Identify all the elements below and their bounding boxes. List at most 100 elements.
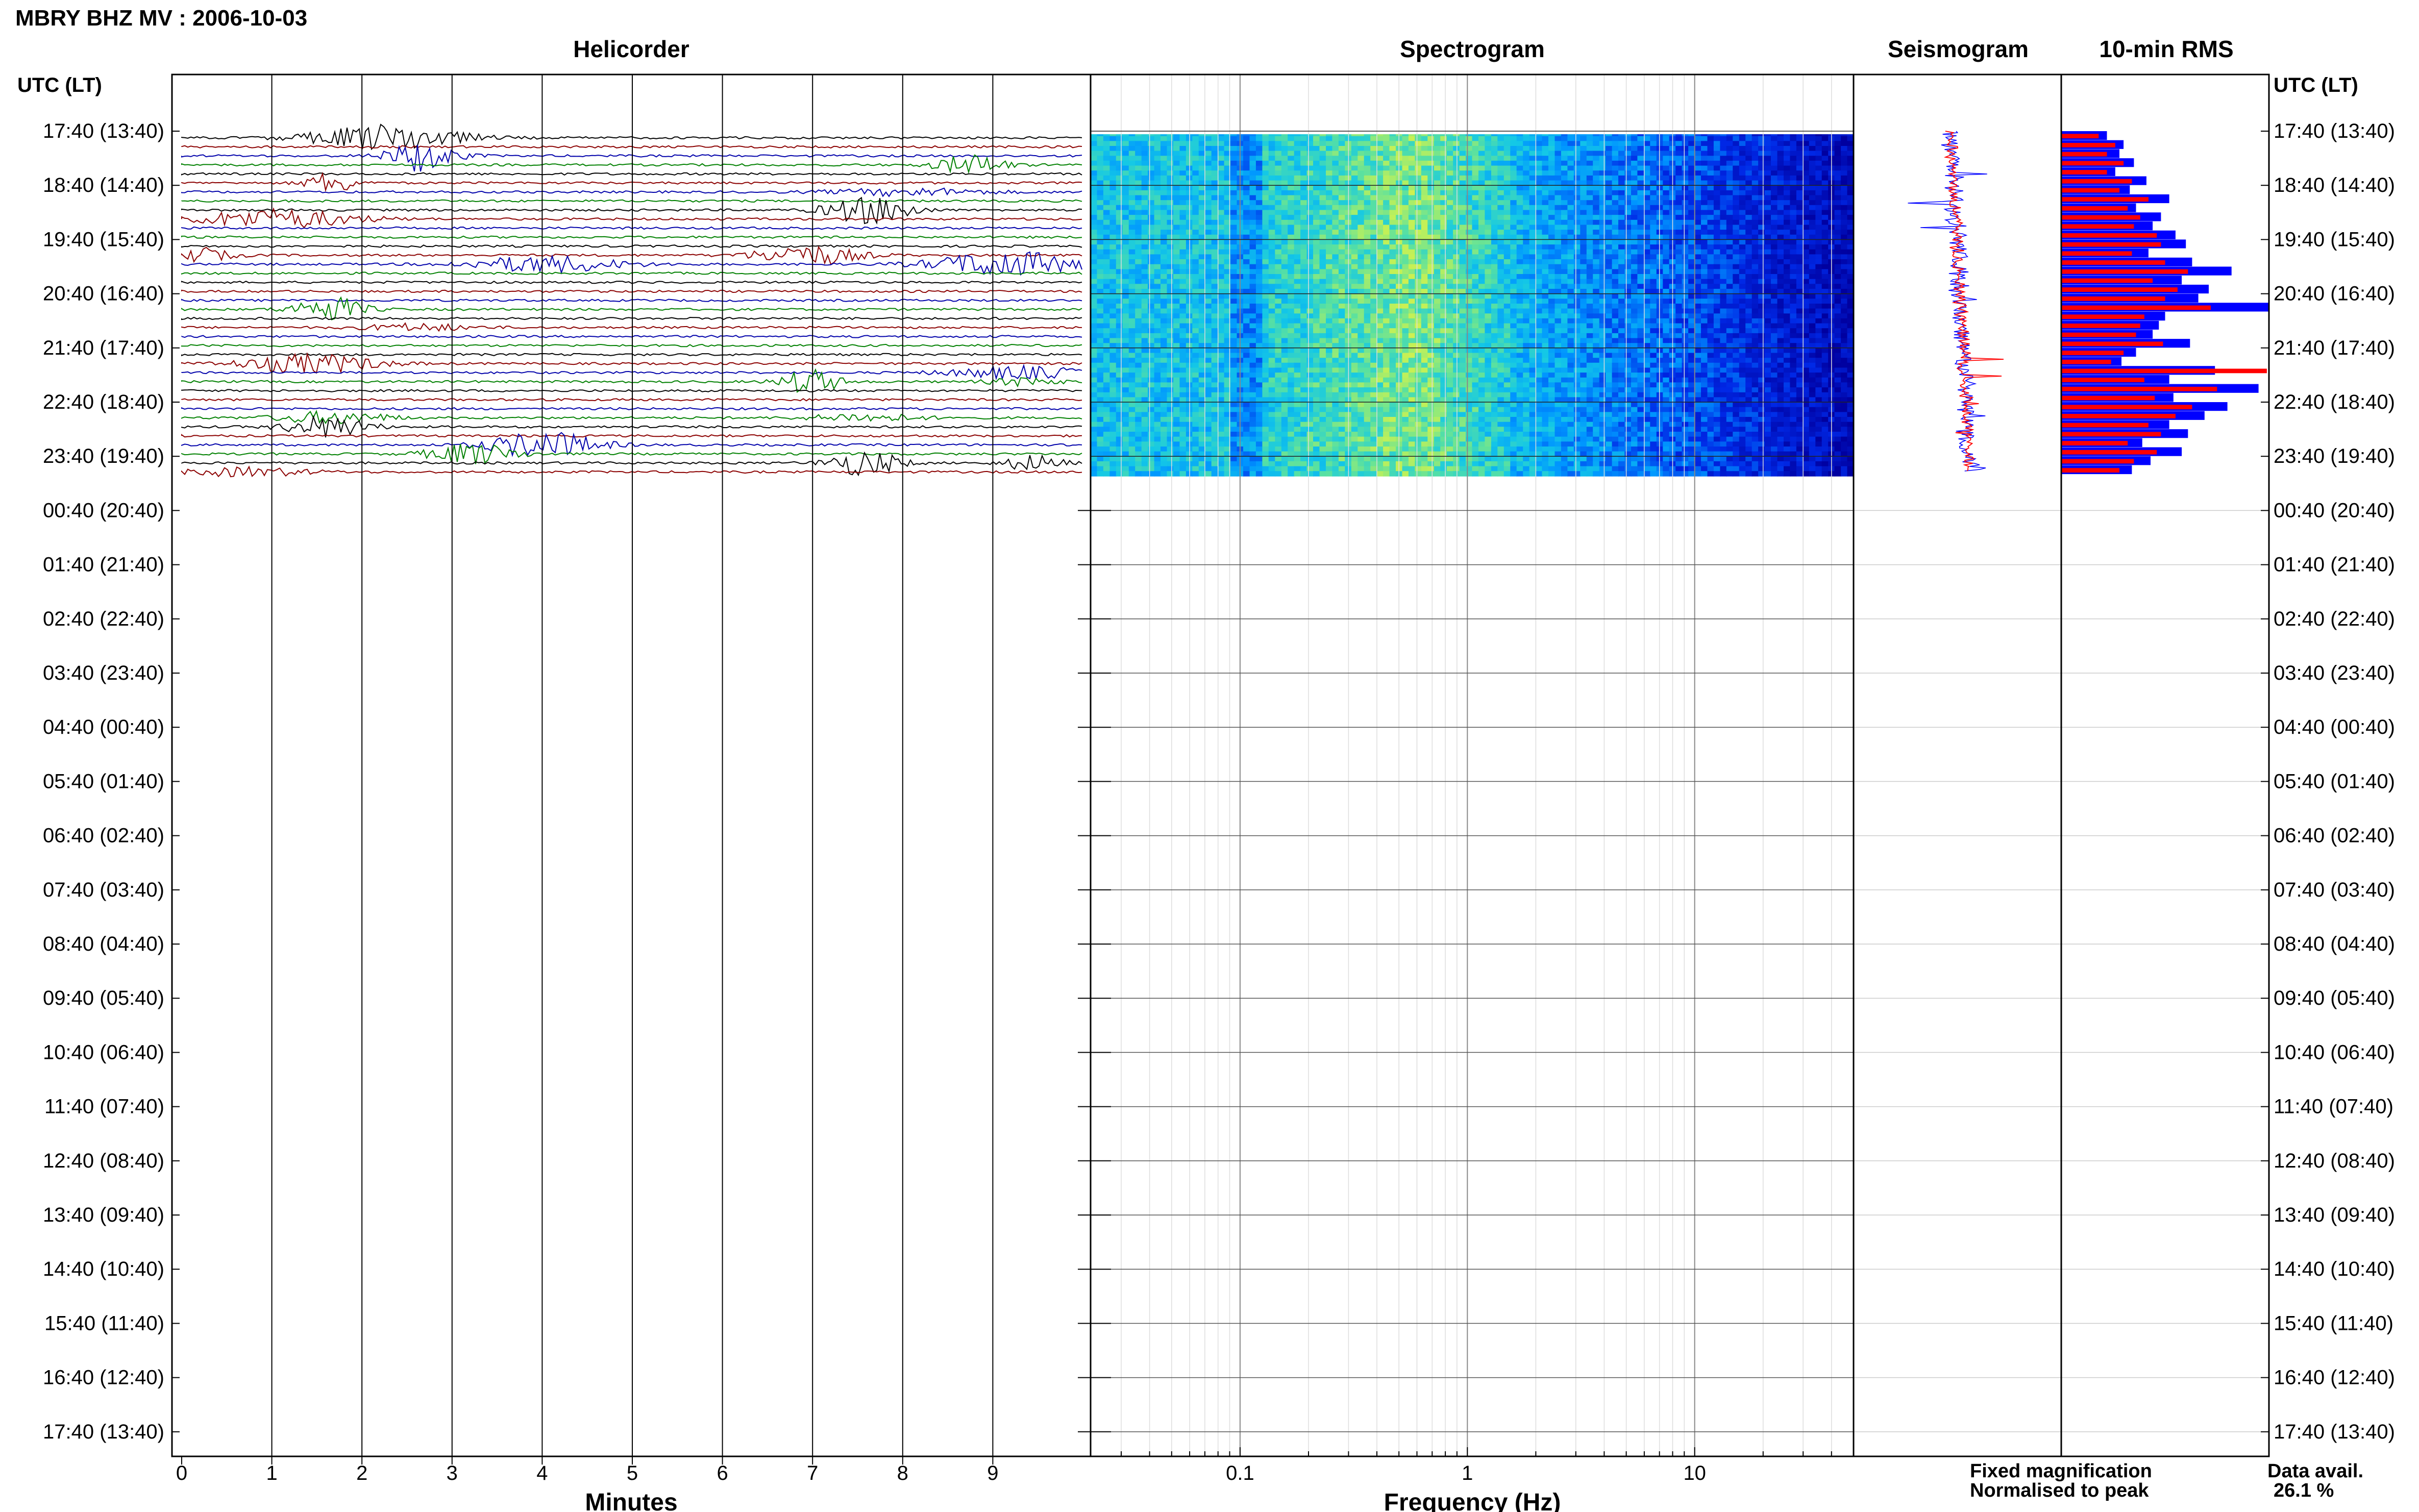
time-label-left: 04:40 (00:40) <box>43 716 164 738</box>
time-label-right: 13:40 (09:40) <box>2274 1204 2395 1226</box>
rms-bar-normalised <box>2061 134 2099 139</box>
minute-tick-label: 4 <box>536 1462 548 1484</box>
frequency-axis-label: Frequency (Hz) <box>1384 1489 1561 1512</box>
time-label-left: 11:40 (07:40) <box>44 1096 164 1118</box>
legend-fixed-magnification: Fixed magnification <box>1970 1460 2152 1482</box>
time-label-left: 08:40 (04:40) <box>43 933 164 955</box>
minutes-axis-label: Minutes <box>585 1489 677 1512</box>
frequency-tick-label: 10 <box>1683 1462 1706 1484</box>
rms-bar-normalised <box>2061 233 2157 238</box>
rms-bar-normalised <box>2061 143 2115 147</box>
rms-bar-normalised <box>2061 251 2132 256</box>
seismogram-traces <box>1908 131 2004 472</box>
rms-bar-normalised <box>2061 324 2140 328</box>
time-label-right: 09:40 (05:40) <box>2274 987 2395 1009</box>
time-label-right: 05:40 (01:40) <box>2274 770 2395 792</box>
minute-tick-label: 8 <box>897 1462 908 1484</box>
rms-bar-normalised <box>2061 459 2134 464</box>
figure-title: MBRY BHZ MV : 2006-10-03 <box>15 6 307 31</box>
time-label-right: 02:40 (22:40) <box>2274 608 2395 630</box>
time-label-right: 12:40 (08:40) <box>2274 1150 2395 1172</box>
minute-tick-label: 5 <box>627 1462 638 1484</box>
time-label-right: 03:40 (23:40) <box>2274 662 2395 684</box>
rms-bar-normalised <box>2061 468 2119 473</box>
legend-normalised-to-peak: Normalised to peak <box>1970 1480 2149 1501</box>
frequency-ticks: 0.1 1 10 <box>1226 1462 1706 1484</box>
rms-bar-normalised <box>2061 278 2153 283</box>
time-label-left: 09:40 (05:40) <box>43 987 164 1009</box>
rms-bar-normalised <box>2061 188 2119 193</box>
rms-bar-normalised <box>2061 332 2136 337</box>
minute-tick-label: 9 <box>987 1462 998 1484</box>
time-label-left: 01:40 (21:40) <box>43 554 164 576</box>
time-label-right: 14:40 (10:40) <box>2274 1258 2395 1280</box>
time-label-right: 23:40 (19:40) <box>2274 445 2395 467</box>
spectrogram-title: Spectrogram <box>1400 36 1545 62</box>
minute-tick-label: 7 <box>807 1462 818 1484</box>
rms-bar-normalised <box>2061 432 2161 437</box>
time-label-left: 15:40 (11:40) <box>44 1312 164 1334</box>
rms-bar-normalised <box>2061 179 2132 184</box>
rms-bar-normalised <box>2061 161 2124 166</box>
time-label-right: 17:40 (13:40) <box>2274 120 2395 142</box>
time-label-right: 00:40 (20:40) <box>2274 499 2395 522</box>
time-label-left: 19:40 (15:40) <box>43 228 164 251</box>
time-label-right: 17:40 (13:40) <box>2274 1421 2395 1443</box>
time-label-left: 13:40 (09:40) <box>43 1204 164 1226</box>
time-label-left: 21:40 (17:40) <box>43 337 164 359</box>
time-label-left: 17:40 (13:40) <box>43 120 164 142</box>
time-label-right: 07:40 (03:40) <box>2274 879 2395 901</box>
time-label-right: 21:40 (17:40) <box>2274 337 2395 359</box>
time-label-right: 01:40 (21:40) <box>2274 554 2395 576</box>
helicorder-frame <box>171 73 1092 1457</box>
time-label-left: 12:40 (08:40) <box>43 1150 164 1172</box>
time-label-right: 16:40 (12:40) <box>2274 1367 2395 1389</box>
minute-tick-label: 3 <box>447 1462 458 1484</box>
rms-bar-normalised <box>2061 423 2149 428</box>
rms-bar-normalised <box>2061 269 2188 274</box>
time-label-left: 05:40 (01:40) <box>43 770 164 792</box>
data-availability-label: Data avail. <box>2267 1460 2363 1482</box>
time-label-right: 11:40 (07:40) <box>2274 1096 2393 1118</box>
time-label-right: 18:40 (14:40) <box>2274 174 2395 196</box>
time-label-right: 08:40 (04:40) <box>2274 933 2395 955</box>
time-label-left: 07:40 (03:40) <box>43 879 164 901</box>
minute-tick-label: 0 <box>176 1462 187 1484</box>
right-time-axis-header: UTC (LT) <box>2274 74 2358 96</box>
time-label-left: 18:40 (14:40) <box>43 174 164 196</box>
rms-bar-normalised <box>2061 152 2107 157</box>
time-label-left: 10:40 (06:40) <box>43 1041 164 1063</box>
minute-ticks: 0 1 2 3 4 5 6 7 8 9 <box>176 1456 999 1484</box>
time-label-left: 03:40 (23:40) <box>43 662 164 684</box>
rms-bars <box>2061 131 2269 475</box>
rms-bar-normalised <box>2061 305 2211 310</box>
time-label-right: 04:40 (00:40) <box>2274 716 2395 738</box>
rms-bar-normalised <box>2061 215 2140 220</box>
helicorder-traces <box>181 123 1082 478</box>
rms-bar-normalised <box>2061 314 2144 319</box>
rms-bar-normalised <box>2061 441 2128 445</box>
time-label-left: 17:40 (13:40) <box>43 1421 164 1443</box>
time-label-left: 22:40 (18:40) <box>43 391 164 413</box>
time-label-right: 10:40 (06:40) <box>2274 1041 2395 1063</box>
rms-bar-normalised <box>2061 405 2192 410</box>
rms-frame <box>2060 73 2270 1457</box>
time-label-left: 02:40 (22:40) <box>43 608 164 630</box>
time-label-right: 15:40 (11:40) <box>2274 1312 2393 1334</box>
rms-bar-normalised <box>2061 296 2165 301</box>
minute-tick-label: 6 <box>717 1462 728 1484</box>
time-label-left: 06:40 (02:40) <box>43 825 164 847</box>
rms-bar-normalised <box>2061 197 2149 202</box>
time-label-right: 06:40 (02:40) <box>2274 825 2395 847</box>
rms-bar-normalised <box>2061 395 2155 401</box>
rms-bar-normalised <box>2061 287 2178 292</box>
rms-bar-normalised <box>2061 170 2107 175</box>
rms-bar-normalised <box>2061 206 2128 211</box>
rms-bar-normalised <box>2061 450 2157 455</box>
rms-bar-normalised <box>2061 224 2134 229</box>
rms-bar-normalised <box>2061 414 2176 418</box>
time-label-right: 20:40 (16:40) <box>2274 283 2395 305</box>
seismogram-title: Seismogram <box>1888 36 2029 62</box>
time-label-right: 19:40 (15:40) <box>2274 228 2395 251</box>
